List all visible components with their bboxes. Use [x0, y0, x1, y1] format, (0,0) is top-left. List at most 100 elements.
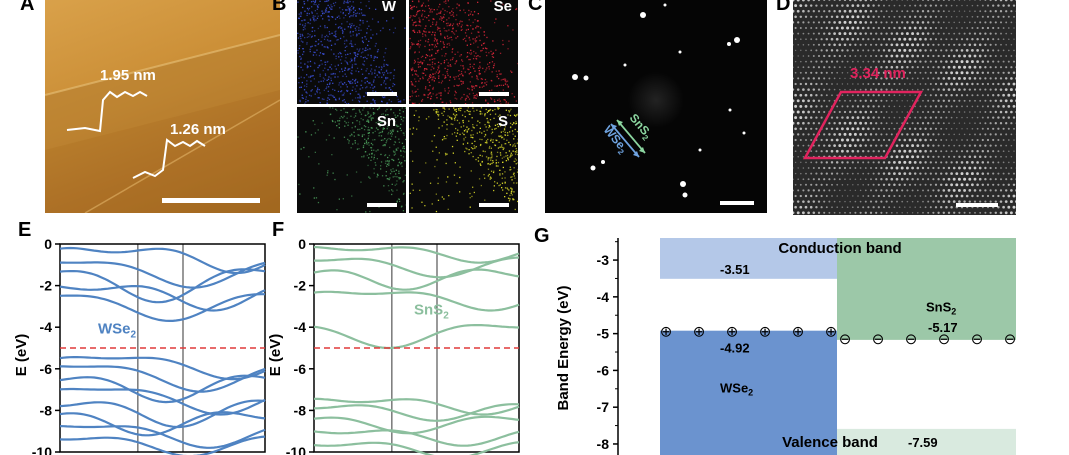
panel-label-b: B — [272, 0, 287, 15]
sns2-cbm-value: -5.17 — [928, 320, 958, 335]
wse2-label: WSe2 — [720, 380, 753, 397]
electron-symbol: ⊖ — [938, 331, 951, 348]
scale-bar — [162, 198, 260, 203]
band-line — [59, 268, 266, 304]
wse2-vbm-value: -4.92 — [720, 341, 750, 356]
eds-map-sn: Sn — [297, 107, 406, 213]
band-line — [313, 290, 520, 312]
hrtem-image: 3.34 nm — [793, 0, 1016, 215]
panel-label-g: G — [534, 225, 550, 247]
band-structure-sns2: E (eV) 0 -2 -4 -6 -8 -10 Γ M K Γ SnS2 — [267, 236, 524, 455]
y-tick-label: -2 — [40, 278, 53, 294]
eds-signal — [297, 0, 406, 104]
x-tick-label: M — [132, 452, 144, 455]
hole-symbol: ⊕ — [726, 324, 739, 341]
panel-label-c: C — [528, 0, 543, 15]
panel-label-e: E — [18, 219, 32, 241]
y-tick-label: -5 — [597, 326, 610, 342]
y-tick-label: -4 — [294, 319, 307, 335]
x-tick-label: M — [386, 452, 398, 455]
band-line — [313, 429, 520, 447]
step-height-1: 1.95 nm — [100, 67, 156, 84]
x-tick-label: K — [178, 452, 188, 455]
band-line — [313, 415, 520, 435]
wse2-conduction-band — [660, 238, 837, 279]
electron-symbol: ⊖ — [1004, 331, 1017, 348]
y-axis-label: Band Energy (eV) — [555, 285, 572, 410]
band-line — [59, 425, 266, 449]
eds-map-s: S — [409, 107, 518, 213]
afm-profile-1 — [66, 90, 148, 133]
afm-image: 1.95 nm 1.26 nm — [45, 0, 280, 213]
band-alignment-chart: Band Energy (eV) -3 -4 -5 -6 -7 -8 Conduction … — [555, 238, 1017, 455]
band-structure-wse2: E (eV) 0 -2 -4 -6 -8 -10 Γ M K Γ WSe2 — [13, 236, 270, 455]
y-tick-label: -7 — [597, 399, 610, 415]
valence-band-label: Valence band — [782, 434, 878, 451]
eds-signal — [409, 0, 518, 104]
y-axis-label: E (eV) — [267, 334, 284, 377]
hole-symbol: ⊕ — [693, 324, 706, 341]
y-tick-label: -4 — [597, 289, 610, 305]
y-tick-label: 0 — [44, 236, 52, 252]
y-tick-label: -6 — [294, 361, 307, 377]
element-label-sn: Sn — [376, 113, 396, 130]
hole-symbol: ⊕ — [825, 324, 838, 341]
moire-period-label: 3.34 nm — [850, 65, 906, 82]
sns2-vbm-value: -7.59 — [908, 435, 938, 450]
band-line — [59, 435, 266, 455]
hole-symbol: ⊕ — [792, 324, 805, 341]
element-label-se: Se — [493, 0, 512, 15]
band-line — [60, 365, 266, 393]
arrow-label-wse2: WSe2 — [599, 123, 631, 157]
band-lines — [59, 246, 266, 455]
scale-bar — [479, 92, 509, 96]
eds-signal — [409, 107, 518, 213]
y-tick-label: -4 — [40, 319, 53, 335]
y-tick-label: -10 — [286, 444, 306, 455]
y-tick-label: -6 — [40, 361, 53, 377]
band-line — [59, 246, 266, 275]
scale-bar — [367, 203, 397, 207]
band-line — [59, 399, 266, 429]
material-name: WSe — [98, 320, 131, 337]
band-line — [59, 285, 266, 312]
band-line — [59, 293, 265, 322]
band-line — [59, 411, 266, 437]
x-tick-label: Γ — [310, 452, 319, 455]
material-label: WSe2 — [98, 320, 137, 340]
moire-unit-cell — [802, 90, 924, 160]
conduction-band-label: Conduction band — [778, 240, 901, 257]
wse2-arrow — [610, 123, 640, 158]
y-tick-label: -3 — [597, 252, 610, 268]
snsz-arrow — [616, 119, 646, 154]
scale-bar — [956, 203, 998, 207]
band-line — [313, 324, 520, 350]
y-axis: E (eV) — [13, 334, 30, 377]
scale-bar — [720, 201, 754, 205]
y-tick-label: -8 — [40, 402, 53, 418]
eds-map-se: Se — [409, 0, 518, 104]
lattice-atoms — [793, 0, 1016, 215]
y-tick-label: -6 — [597, 362, 610, 378]
afm-profile-2 — [132, 138, 206, 179]
x-tick-label: Γ — [56, 452, 65, 455]
electron-symbol: ⊖ — [839, 331, 852, 348]
x-tick-label: Γ — [261, 452, 270, 455]
y-tick-label: 0 — [298, 236, 306, 252]
scale-bar — [479, 203, 509, 207]
eds-signal — [297, 107, 406, 213]
panel-label-d: D — [776, 0, 791, 15]
electron-symbol: ⊖ — [872, 331, 885, 348]
y-tick-label: -8 — [294, 402, 307, 418]
diffraction-pattern: SnS2 WSe2 — [545, 0, 767, 213]
band-line — [313, 397, 520, 416]
electron-symbol: ⊖ — [905, 331, 918, 348]
band-line — [314, 403, 520, 422]
eds-map-w: W — [297, 0, 406, 104]
afm-terraces — [45, 34, 280, 213]
band-lines — [313, 246, 520, 455]
step-height-2: 1.26 nm — [170, 121, 226, 138]
x-tick-label: Γ — [515, 452, 524, 455]
band-line — [313, 441, 520, 455]
material-name: SnS — [414, 302, 443, 319]
